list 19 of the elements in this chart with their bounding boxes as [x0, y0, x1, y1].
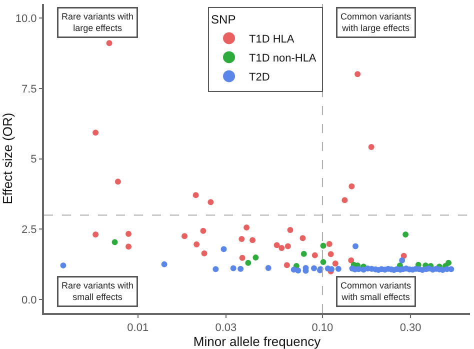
y-tick-label: 5: [30, 154, 37, 166]
y-tick-label: 2.5: [22, 224, 37, 236]
x-tick-label: 0.10: [312, 322, 334, 334]
y-axis-title: Effect size (OR): [0, 112, 15, 204]
y-tick-label: 10.0: [15, 12, 37, 25]
annotation: Common variants with large effects: [340, 12, 412, 34]
legend-title: SNP: [211, 12, 236, 27]
x-tick-label: 0.30: [400, 322, 422, 334]
annotation: Common variants with small effects: [340, 280, 412, 302]
annotation: Rare variants with large effects: [62, 12, 134, 34]
y-tick-label: 0.0: [22, 294, 37, 306]
x-axis-title: Minor allele frequency: [193, 334, 322, 349]
legend-label: T1D non-HLA: [249, 52, 317, 64]
y-tick-label: 7.5: [22, 83, 37, 96]
x-tick-label: 0.03: [215, 322, 237, 334]
annotation: Rare variants with small effects: [62, 280, 134, 302]
legend-label: T1D HLA: [249, 33, 295, 46]
x-tick-label: 0.01: [127, 322, 149, 334]
legend-label: T2D: [249, 71, 270, 84]
